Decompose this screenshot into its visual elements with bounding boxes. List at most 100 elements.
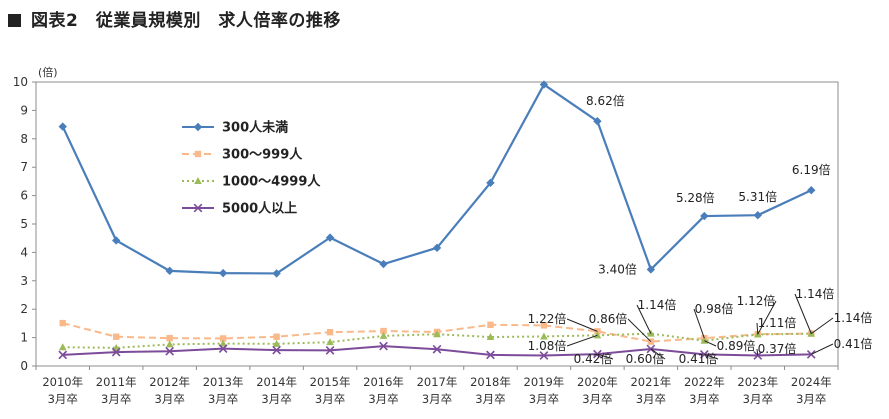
annotation-label: 1.14倍 [796,286,835,301]
data-point [380,327,387,335]
x-marker-stroke [379,341,388,351]
data-point [326,329,334,336]
x-tick-label: 2012年 [149,375,190,389]
annotation-label: 5.28倍 [676,190,715,205]
data-point [807,186,816,195]
y-tick-label: 3 [20,274,28,288]
data-point [165,346,175,356]
annotation-leader [693,308,705,339]
series-group [58,80,816,360]
data-point [432,243,442,253]
data-point [165,266,174,276]
x-marker-stroke [432,344,442,354]
data-point [218,344,228,354]
data-point [325,346,335,355]
x-tick-label-sub: 3月卒 [422,392,452,406]
data-point [219,335,227,342]
annotation-leader [636,304,652,334]
annotation-label: 0.37倍 [758,341,797,356]
data-point [111,347,121,357]
data-point [540,332,548,340]
legend-swatch-marker [194,150,202,158]
x-tick-label: 2022年 [684,375,725,389]
legend: 300人未満 300～999人 1000～4999人 5000人以上 [182,120,321,217]
annotation-leader [810,317,834,335]
x-tick-label-sub: 3月卒 [529,392,559,406]
data-point [487,321,494,329]
data-point [539,351,549,360]
x-tick-label: 2019年 [524,375,565,389]
x-tick-label-sub: 3月卒 [48,392,78,406]
x-marker-stroke [486,350,495,360]
legend-label: 300～999人 [222,147,303,163]
title-square-icon [8,14,21,27]
y-tick-label: 6 [20,189,28,203]
annotation-leader [756,322,759,335]
legend-swatch-marker [193,203,203,213]
x-marker-stroke [325,346,335,355]
y-tick-label: 7 [20,160,28,174]
data-point [486,333,495,341]
annotation-leader [566,318,598,332]
data-point [806,349,816,359]
data-point [540,322,548,329]
data-point [646,265,656,274]
y-tick-label: 5 [20,217,28,231]
data-point [486,350,495,360]
annotation-label: 0.89倍 [717,338,756,353]
annotation-label: 1.11倍 [758,315,797,330]
annotation-leader [704,353,719,360]
x-tick-label-sub: 3月卒 [743,392,773,406]
data-point [379,341,388,351]
x-tick-label: 2023年 [737,375,778,389]
annotation-label: 0.98倍 [695,301,734,316]
x-tick-label: 2021年 [630,375,671,389]
x-tick-label-sub: 3月卒 [475,392,505,406]
x-tick-label: 2014年 [256,375,297,389]
legend-swatch-marker [194,177,202,184]
x-marker-stroke [806,349,816,359]
x-tick-label: 2011年 [96,375,137,389]
x-tick-label-sub: 3月卒 [208,392,238,406]
y-tick-label: 10 [13,75,28,89]
data-point [539,80,549,89]
data-point [379,331,388,339]
x-marker-stroke [58,350,68,360]
annotation-label: 0.41倍 [679,351,718,366]
data-point [165,340,174,348]
x-marker-stroke [165,346,175,356]
annotation-label: 6.19倍 [792,162,831,177]
data-point [166,334,173,342]
annotation-label: 1.08倍 [528,338,567,353]
x-marker-stroke [193,203,203,213]
plot-area [35,81,839,367]
data-point [486,178,495,188]
x-tick-label: 2020年 [577,375,618,389]
chart-title: 図表2 従業員規模別 求人倍率の推移 [8,6,341,31]
y-tick-label: 9 [20,103,28,117]
annotation-label: 8.62倍 [586,93,625,108]
data-point [325,233,335,242]
x-tick-label: 2017年 [417,375,458,389]
data-point [112,236,121,245]
annotation-label: 1.14倍 [834,310,873,325]
y-tick-label: 4 [20,245,28,259]
data-point [113,333,120,340]
annotation-leader [757,300,777,335]
data-point [272,339,281,347]
x-tick-label-sub: 3月卒 [261,392,291,406]
data-point [593,116,602,126]
data-point [218,268,228,278]
annotation-leader [566,334,598,347]
data-point [432,344,442,354]
annotation-label: 5.31倍 [738,189,777,204]
y-axis-unit-label: (倍) [38,65,58,79]
x-tick-label: 2013年 [203,375,244,389]
annotation-leader [794,293,812,334]
data-point [272,345,281,355]
y-tick-label: 2 [20,302,28,316]
annotation-leader [811,343,834,355]
legend-swatch-marker [193,122,203,132]
x-marker-stroke [539,351,549,360]
